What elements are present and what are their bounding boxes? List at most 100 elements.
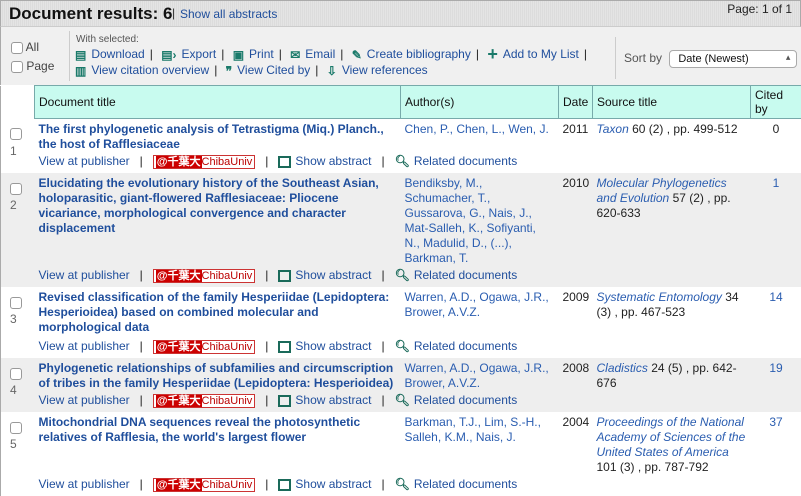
date: 2008 [559,358,593,391]
related-documents-link[interactable]: 🔍︎Related documents [395,268,518,282]
page-title: Document results: 6 [9,4,172,24]
show-abstract-link[interactable]: Show abstract [278,477,371,491]
view-at-publisher-link[interactable]: View at publisher [39,393,130,407]
select-arrows-icon: ▴ [786,52,791,63]
chiba-univ-link-logo[interactable]: @千葉大ChibaUniv [153,394,255,408]
row-number: 4 [10,383,31,398]
source-title-link[interactable]: Cladistics [597,361,648,375]
table-row: 3 Revised classification of the family H… [1,287,801,337]
cited-by-count[interactable]: 19 [769,361,782,375]
authors-link[interactable]: Warren, A.D., Ogawa, J.R., Brower, A.V.Z… [405,361,549,390]
select-page-label: Page [26,59,54,73]
print-button[interactable]: ▣Print [233,47,274,61]
view-at-publisher-link[interactable]: View at publisher [39,154,130,168]
authors-link[interactable]: Bendiksby, M., Schumacher, T., Gussarova… [405,176,536,265]
select-all[interactable]: All [11,40,39,54]
row-actions: View at publisher|@千葉大ChibaUniv|Show abs… [1,266,801,287]
references-icon: ⇩ [327,64,337,78]
row-checkbox[interactable] [10,297,22,309]
row-checkbox[interactable] [10,183,22,195]
view-citation-overview-button[interactable]: ▥View citation overview [75,63,209,77]
plus-icon: + [487,44,498,65]
results-table: Document title Author(s) Date Source tit… [0,85,801,496]
select-page-checkbox[interactable] [11,61,23,73]
related-documents-link[interactable]: 🔍︎Related documents [395,393,518,407]
select-page[interactable]: Page [11,59,54,73]
column-header-cited-by[interactable]: Cited by [751,86,801,119]
select-all-label: All [26,40,39,54]
abstract-icon [278,341,291,353]
select-all-checkbox[interactable] [11,42,23,54]
magnifier-icon: 🔍︎ [395,154,410,168]
show-abstract-link[interactable]: Show abstract [278,154,371,168]
abstract-icon [278,156,291,168]
show-abstract-link[interactable]: Show abstract [278,339,371,353]
column-header-authors[interactable]: Author(s) [401,86,559,119]
source-title-link[interactable]: Proceedings of the National Academy of S… [597,415,746,459]
row-checkbox[interactable] [10,128,22,140]
document-title-link[interactable]: The first phylogenetic analysis of Tetra… [39,122,384,151]
row-number: 1 [10,144,31,159]
show-abstract-link[interactable]: Show abstract [278,393,371,407]
document-title-link[interactable]: Revised classification of the family Hes… [39,290,390,334]
row-actions: View at publisher|@千葉大ChibaUniv|Show abs… [1,475,801,496]
download-icon: ▤ [75,48,86,62]
cited-by-count[interactable]: 37 [769,415,782,429]
document-title-link[interactable]: Elucidating the evolutionary history of … [39,176,379,235]
view-at-publisher-link[interactable]: View at publisher [39,268,130,282]
table-row: 1 The first phylogenetic analysis of Tet… [1,119,801,153]
sort-label: Sort by [624,51,662,65]
cited-by-count[interactable]: 14 [769,290,782,304]
page-indicator: Page: 1 of 1 [727,2,792,16]
view-at-publisher-link[interactable]: View at publisher [39,339,130,353]
download-button[interactable]: ▤Download [75,47,145,61]
row-number: 3 [10,312,31,327]
chiba-univ-link-logo[interactable]: @千葉大ChibaUniv [153,269,255,283]
date: 2004 [559,412,593,475]
related-documents-link[interactable]: 🔍︎Related documents [395,154,518,168]
bar-chart-icon: ▥ [75,64,86,78]
cited-by-count[interactable]: 1 [773,176,780,190]
row-actions: View at publisher|@千葉大ChibaUniv|Show abs… [1,391,801,412]
source-title-link[interactable]: Taxon [597,122,629,136]
create-bibliography-button[interactable]: ✎Create bibliography [352,47,471,61]
view-cited-by-button[interactable]: ❞View Cited by [226,63,311,77]
authors-link[interactable]: Barkman, T.J., Lim, S.-H., Salleh, K.M.,… [405,415,541,444]
row-checkbox[interactable] [10,368,22,380]
row-number: 5 [10,437,31,452]
source-details: 101 (3) , pp. 787-792 [597,460,709,474]
magnifier-icon: 🔍︎ [395,268,410,282]
show-all-abstracts-link[interactable]: Show all abstracts [180,7,277,21]
divider: | [172,6,175,20]
magnifier-icon: 🔍︎ [395,339,410,353]
view-at-publisher-link[interactable]: View at publisher [39,477,130,491]
abstract-icon [278,395,291,407]
add-to-my-list-button[interactable]: +Add to My List [487,47,579,61]
toolbar: All Page With selected: ▤Download| ▤›Exp… [0,27,801,85]
source-title-link[interactable]: Systematic Entomology [597,290,722,304]
column-header-date[interactable]: Date [559,86,593,119]
authors-link[interactable]: Chen, P., Chen, L., Wen, J. [405,122,549,136]
column-header-source[interactable]: Source title [593,86,751,119]
export-icon: ▤› [161,48,176,62]
column-header-title[interactable]: Document title [35,86,401,119]
related-documents-link[interactable]: 🔍︎Related documents [395,477,518,491]
related-documents-link[interactable]: 🔍︎Related documents [395,339,518,353]
chiba-univ-link-logo[interactable]: @千葉大ChibaUniv [153,155,255,169]
row-actions: View at publisher|@千葉大ChibaUniv|Show abs… [1,152,801,173]
email-button[interactable]: ✉Email [290,47,335,61]
document-title-link[interactable]: Mitochondrial DNA sequences reveal the p… [39,415,361,444]
export-button[interactable]: ▤›Export [161,47,216,61]
view-references-button[interactable]: ⇩View references [327,63,428,77]
sort-select[interactable]: Date (Newest)▴ [669,50,797,68]
magnifier-icon: 🔍︎ [395,477,410,491]
row-checkbox[interactable] [10,422,22,434]
chiba-univ-link-logo[interactable]: @千葉大ChibaUniv [153,340,255,354]
authors-link[interactable]: Warren, A.D., Ogawa, J.R., Brower, A.V.Z… [405,290,549,319]
show-abstract-link[interactable]: Show abstract [278,268,371,282]
chiba-univ-link-logo[interactable]: @千葉大ChibaUniv [153,478,255,492]
document-title-link[interactable]: Phylogenetic relationships of subfamilie… [39,361,394,390]
abstract-icon [278,270,291,282]
row-number: 2 [10,198,31,213]
magnifier-icon: 🔍︎ [395,393,410,407]
